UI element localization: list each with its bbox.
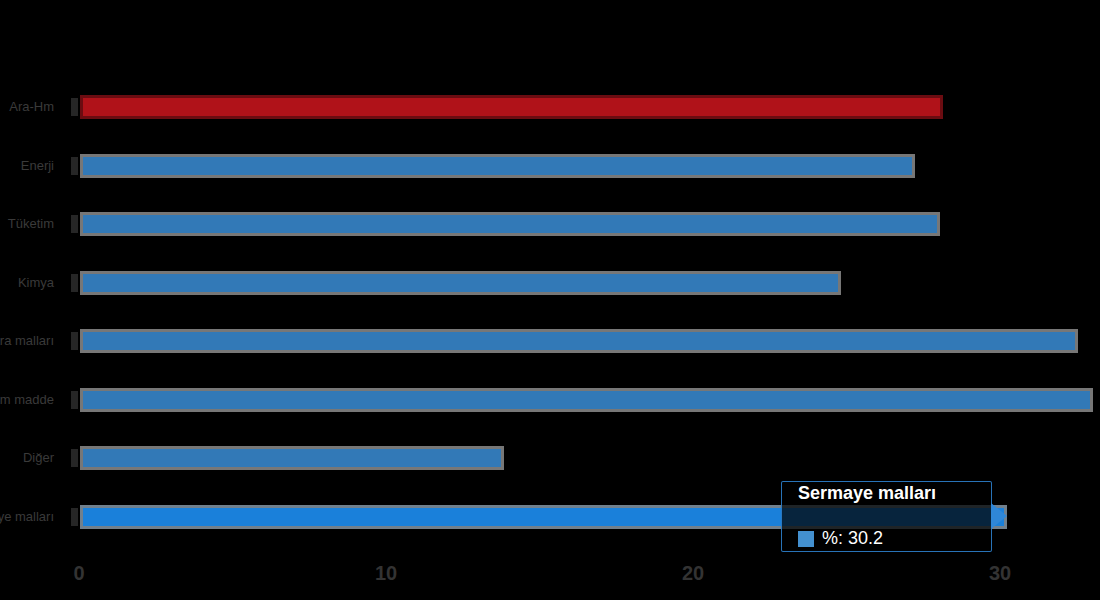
category-label: Diğer (23, 449, 54, 467)
bar-row: Ham madde (0, 388, 1100, 412)
bar-1[interactable] (80, 95, 943, 119)
bar-4[interactable] (80, 271, 841, 295)
category-label: Tüketim (8, 215, 54, 233)
y-axis-tick (71, 449, 78, 467)
y-axis-tick (71, 508, 78, 526)
bar-row: Diğer (0, 446, 1100, 470)
series-swatch-icon (798, 531, 814, 547)
category-label: Enerji (21, 157, 54, 175)
category-label-wrap: Kimya (0, 274, 58, 292)
y-axis-tick (71, 215, 78, 233)
category-label-wrap: Enerji (0, 157, 58, 175)
tooltip-value-row: %: 30.2 (798, 528, 883, 549)
category-label-wrap: Ara malları (0, 332, 58, 350)
x-axis-tick-label: 10 (375, 562, 397, 585)
category-label: Sermaye malları (0, 508, 54, 526)
x-axis-tick-label: 30 (989, 562, 1011, 585)
tooltip: Sermaye malları %: 30.2 (781, 481, 992, 552)
x-axis-tick-label: 0 (73, 562, 84, 585)
tooltip-title: Sermaye malları (798, 483, 936, 504)
bar-6[interactable] (80, 388, 1093, 412)
y-axis-tick (71, 157, 78, 175)
bar-chart: Ara-Hm Enerji Tüketim Kimya Ara malları Ham m… (0, 0, 1100, 600)
bar-7[interactable] (80, 446, 504, 470)
bar-row: Ara-Hm (0, 95, 1100, 119)
bar-row: Enerji (0, 154, 1100, 178)
bar-row: Tüketim (0, 212, 1100, 236)
category-label: Ara-Hm (9, 98, 54, 116)
bar-row: Ara malları (0, 329, 1100, 353)
y-axis-tick (71, 274, 78, 292)
category-label-wrap: Ara-Hm (0, 98, 58, 116)
y-axis-tick (71, 332, 78, 350)
tooltip-value: %: 30.2 (822, 528, 883, 549)
category-label-wrap: Sermaye malları (0, 508, 58, 526)
bar-2[interactable] (80, 154, 915, 178)
bar-5[interactable] (80, 329, 1078, 353)
category-label-wrap: Ham madde (0, 391, 58, 409)
tooltip-callout-arrow (991, 503, 1007, 529)
category-label-wrap: Tüketim (0, 215, 58, 233)
category-label: Ara malları (0, 332, 54, 350)
y-axis-tick (71, 391, 78, 409)
x-axis-tick-label: 20 (682, 562, 704, 585)
category-label: Kimya (18, 274, 54, 292)
category-label: Ham madde (0, 391, 54, 409)
y-axis-tick (71, 98, 78, 116)
bar-row: Kimya (0, 271, 1100, 295)
bar-3[interactable] (80, 212, 940, 236)
category-label-wrap: Diğer (0, 449, 58, 467)
